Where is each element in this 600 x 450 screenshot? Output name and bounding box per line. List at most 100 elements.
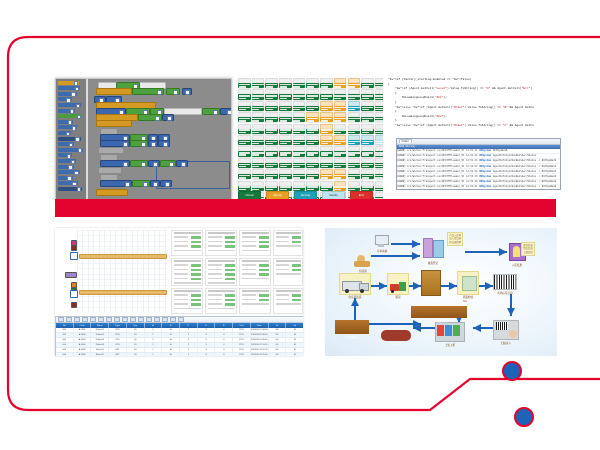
palette-block-10[interactable] [58,136,81,142]
tab-output[interactable]: Output [398,139,412,144]
marker-lower[interactable] [514,407,534,427]
matrix-cell-8-3[interactable] [279,174,292,180]
palette-block-1[interactable] [58,86,81,92]
matrix-cell-2-3[interactable] [279,105,292,112]
matrix-cell-0-4[interactable] [292,83,306,89]
matrix-cell-4-7[interactable] [333,128,347,134]
log-tabbar[interactable]: Output [397,139,560,145]
matrix-cell-0-3[interactable] [279,83,292,89]
toolbar-icon-14[interactable] [170,316,176,323]
code-block-16[interactable] [138,114,162,122]
matrix-cell-0-0[interactable] [238,83,251,89]
code-block-5[interactable] [182,88,192,96]
matrix-cell-4-3[interactable] [279,128,292,134]
code-block-2[interactable] [96,88,132,95]
matrix-cell-1-1[interactable] [251,94,265,100]
palette-block-14[interactable] [58,158,77,165]
matrix-cell-9-9[interactable] [361,185,374,191]
matrix-cell-2-5[interactable] [306,105,320,112]
log-row-0[interactable]: [WARN] src/Worker/Transport.cs/API/MTTLo… [397,149,560,154]
flow-node-supplier[interactable]: 供应商 [353,252,373,273]
matrix-cell-4-5[interactable] [306,128,320,134]
code-line-2[interactable]: "kw">if (Agent.GetCell("Level").Value.To… [394,87,533,91]
log-row-list[interactable]: [WARN] src/Worker/Transport.cs/API/MTTLo… [397,149,560,189]
code-line-5[interactable]: } [388,100,397,104]
matrix-cell-9-3[interactable] [279,185,292,191]
gantt-node-6[interactable] [70,290,78,298]
gantt-node-1[interactable] [71,245,77,251]
matrix-cell-1-5[interactable] [306,94,320,100]
flow-node-scan-input[interactable]: 扫描录入 [493,320,519,345]
code-block-3[interactable] [132,88,164,96]
matrix-cell-5-0[interactable] [238,139,251,146]
matrix-cell-5-8[interactable] [347,139,361,146]
toolbar-icon-3[interactable] [82,316,88,323]
log-console-panel[interactable]: Output Build / Run Log [WARN] src/Worker… [396,138,561,190]
toolbar-icon-2[interactable] [74,316,80,323]
palette-block-17[interactable] [58,175,73,181]
matrix-cell-6-6[interactable] [320,151,333,157]
code-block-28[interactable] [98,147,124,154]
matrix-cell-2-2[interactable] [265,105,278,112]
table-toolbar[interactable] [56,316,303,323]
inbound-flowchart-panel[interactable]: 供应商 订单系统 收货登记 入库结果 供应商送货 卸货 检验整理作业 质量检验 条码标签打印 扫描… [325,228,557,356]
gantt-node-2[interactable] [70,252,78,260]
info-card-2[interactable] [239,230,271,256]
toolbar-icon-12[interactable] [154,316,160,323]
matrix-cell-1-6[interactable] [320,94,333,100]
info-card-5[interactable] [205,258,237,286]
matrix-cell-8-4[interactable] [292,174,306,180]
matrix-cell-5-6[interactable] [320,139,333,146]
matrix-cell-5-3[interactable] [279,139,292,146]
matrix-cell-6-10[interactable] [374,151,383,157]
matrix-cell-7-8[interactable] [347,162,361,169]
code-line-9[interactable]: } [388,119,397,123]
matrix-cell-3-5[interactable] [306,117,320,123]
blocks-palette[interactable] [56,79,88,199]
matrix-cell-0-8[interactable] [347,83,361,89]
toolbar-icon-6[interactable] [106,316,112,323]
code-block-31[interactable] [130,160,148,168]
matrix-cell-6-8[interactable] [347,151,361,157]
matrix-cell-1-10[interactable] [374,94,383,100]
matrix-cell-8-6[interactable] [320,174,333,180]
matrix-cell-9-1[interactable] [251,185,265,191]
code-block-40[interactable] [160,180,172,188]
info-card-9[interactable] [205,288,237,314]
flow-node-barcode-label[interactable]: 条码标签打印 [493,274,517,295]
code-block-12[interactable] [164,108,202,115]
code-block-14[interactable] [220,108,231,116]
code-line-10[interactable]: "kw">else "kw">if (Agent.GetCell("Order"… [394,123,534,127]
flow-node-unloading[interactable]: 卸货 [387,273,409,299]
matrix-cell-6-3[interactable] [279,151,292,157]
code-line-7[interactable]: { [388,110,397,114]
code-block-33[interactable] [160,160,176,168]
matrix-cell-3-0[interactable] [238,117,251,123]
palette-block-19[interactable] [58,186,82,193]
code-block-38[interactable] [132,180,150,188]
info-card-11[interactable] [273,288,303,314]
matrix-cell-5-2[interactable] [265,139,278,146]
matrix-cell-2-8[interactable] [347,105,361,112]
log-row-5[interactable]: [WARN] src/Worker/Transport.cs/API/MTTLo… [397,174,560,180]
matrix-cell-6-4[interactable] [292,151,306,157]
toolbar-icon-7[interactable] [114,316,120,323]
code-line-4[interactable]: OnLoadingLoopPoint("AC1"); [388,96,448,100]
matrix-cell-3-8[interactable] [347,117,361,123]
flow-node-order-system[interactable]: 订单系统 [371,234,393,253]
palette-block-18[interactable] [58,181,78,187]
flow-node-storage-done[interactable]: 入库完成 [381,330,411,346]
matrix-cell-8-2[interactable] [265,174,278,180]
matrix-cell-5-5[interactable] [306,139,320,146]
log-row-3[interactable]: [WARN] src/Worker/Transport.cs/API/MTTLo… [397,164,560,170]
matrix-cell-6-1[interactable] [251,151,265,157]
code-block-35[interactable] [98,167,122,174]
matrix-cell-4-4[interactable] [292,128,306,134]
table-row[interactable]: 001 A-1001 Pallet-01 STD 20 1 10 2 3 4 PCS 2023-05-… [56,328,303,333]
flow-node-delivery-truck[interactable]: 供应商送货 [339,273,371,299]
palette-block-11[interactable] [58,142,75,148]
matrix-cell-0-10[interactable] [374,83,383,89]
matrix-cell-8-1[interactable] [251,174,265,180]
matrix-cell-1-7[interactable] [333,94,347,100]
matrix-cell-9-6[interactable] [320,185,333,191]
